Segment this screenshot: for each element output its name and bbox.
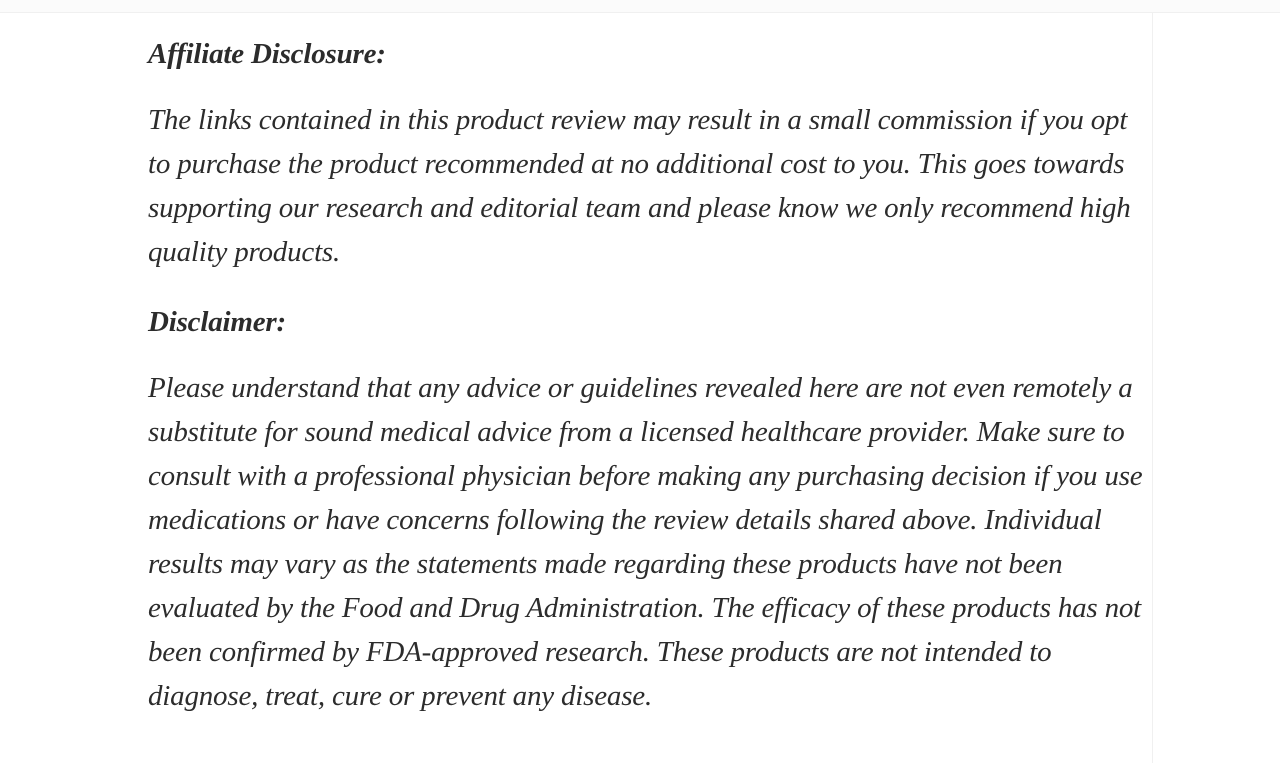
affiliate-disclosure-heading: Affiliate Disclosure: <box>148 38 386 70</box>
disclaimer-heading: Disclaimer: <box>148 306 286 338</box>
article-content-area: Affiliate Disclosure: The links containe… <box>0 13 1153 763</box>
disclaimer-text: Please understand that any advice or gui… <box>148 372 1143 712</box>
disclosure-article: Affiliate Disclosure: The links containe… <box>148 13 1150 718</box>
page-top-edge <box>0 0 1280 13</box>
affiliate-disclosure-text: The links contained in this product revi… <box>148 104 1131 268</box>
